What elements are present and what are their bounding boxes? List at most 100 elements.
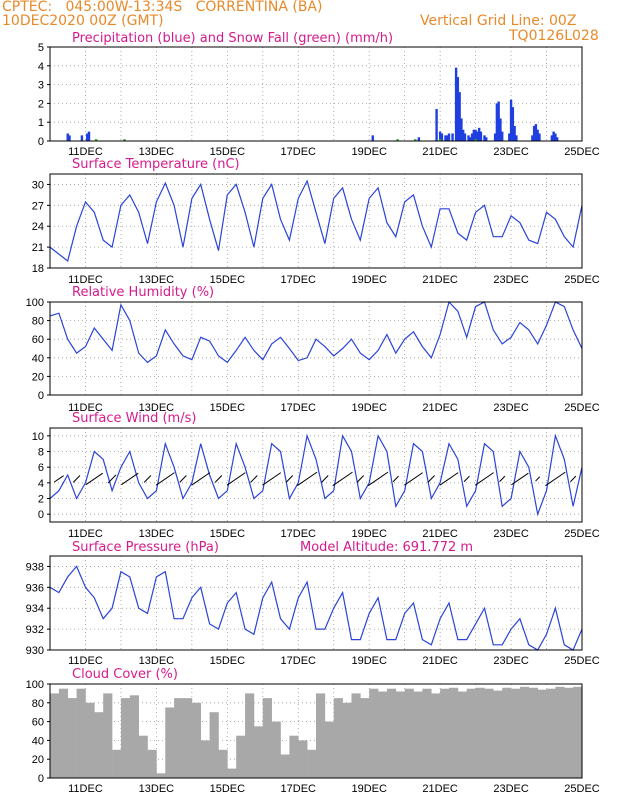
temperature-xtick-label: 17DEC (281, 274, 317, 286)
cloud-bar (431, 693, 441, 778)
cloud-bar (484, 688, 494, 778)
precip-bar (515, 135, 518, 141)
precip-bar (485, 137, 488, 141)
cloud-bar (546, 688, 556, 778)
header-grid-note: Vertical Grid Line: 00Z (420, 13, 577, 29)
wind-xtick-label: 25DEC (564, 528, 600, 540)
wind-line (49, 433, 583, 517)
cloud-bar (200, 740, 210, 778)
precip-bar (538, 133, 541, 141)
cloud-bar (502, 687, 512, 778)
temperature-title: Surface Temperature (nC) (72, 157, 240, 172)
temperature-xtick-label: 13DEC (139, 274, 175, 286)
cloud-bar (493, 690, 503, 778)
temperature-xtick-label: 25DEC (564, 274, 600, 286)
wind-arrow (439, 472, 459, 486)
header-model-id: TQ0126L028 (509, 28, 599, 44)
cloud-bar (564, 687, 574, 778)
precip-frame (49, 46, 583, 142)
humidity-ytick-label: 100 (26, 297, 44, 309)
temperature-ytick-label: 18 (32, 263, 44, 275)
wind-arrow (427, 475, 435, 483)
cloud-xtick-label: 15DEC (210, 783, 246, 795)
wind-xtick-label: 23DEC (493, 528, 529, 540)
wind-arrow (226, 472, 246, 486)
humidity-xtick-label: 23DEC (493, 402, 529, 414)
pressure-xtick-label: 13DEC (139, 655, 175, 667)
cloud-bar (457, 691, 468, 778)
precip-bar (447, 133, 451, 141)
wind-ytick-label: 10 (32, 431, 44, 443)
cloud-bar (245, 693, 255, 778)
wind-arrow (332, 471, 353, 487)
precip-bar (550, 135, 554, 141)
precip-bar (493, 133, 497, 141)
wind-arrow (85, 472, 104, 486)
cloud-bar (528, 687, 538, 778)
humidity-xtick-label: 15DEC (210, 402, 246, 414)
wind-arrow (285, 475, 294, 483)
precip-bar (469, 137, 472, 141)
cloud-bar (573, 686, 583, 778)
temperature-xtick-label: 21DEC (422, 274, 458, 286)
precip-xtick-label: 13DEC (139, 146, 175, 158)
wind-ytick-label: 4 (38, 478, 44, 490)
humidity-ytick-label: 60 (32, 334, 44, 346)
wind-arrow (72, 475, 81, 483)
precip-bar (444, 135, 447, 141)
precip-xtick-label: 15DEC (210, 146, 246, 158)
cloud-bar (404, 688, 414, 778)
cloud-bar (386, 688, 397, 778)
wind-arrow (121, 472, 139, 486)
cloud-bar (324, 721, 335, 778)
cloud-bar (537, 689, 547, 778)
cloud-xtick-label: 11DEC (68, 783, 103, 795)
wind-ytick-label: 0 (38, 509, 44, 521)
precip-ytick-label: 3 (38, 80, 44, 92)
precip-bar (555, 137, 559, 141)
precip-xtick-label: 25DEC (564, 146, 600, 158)
cloud-bar (342, 702, 352, 778)
cloud-bar (165, 707, 175, 778)
cloud-bar (262, 698, 272, 778)
precip-bar (479, 131, 483, 141)
cloud-bar (50, 693, 60, 778)
cloud-bar (67, 698, 77, 778)
pressure-xtick-label: 19DEC (351, 655, 387, 667)
pressure-xtick-label: 11DEC (68, 655, 103, 667)
cloud-xtick-label: 19DEC (351, 783, 387, 795)
precip-bar (80, 135, 84, 141)
cloud-xtick-label: 13DEC (139, 783, 175, 795)
precip-bar (501, 131, 504, 141)
pressure-xtick-label: 15DEC (210, 655, 246, 667)
cloud-bar (360, 698, 370, 778)
cloud-bar (307, 749, 317, 778)
precip-ytick-label: 1 (38, 117, 44, 129)
precip-xtick-label: 23DEC (493, 146, 529, 158)
cloud-xtick-label: 17DEC (281, 783, 317, 795)
precip-ytick-label: 0 (38, 136, 44, 148)
precip-bar (371, 135, 374, 141)
temperature-ytick-label: 24 (32, 221, 44, 233)
precip-bar (474, 139, 477, 141)
wind-arrow (535, 476, 541, 482)
precip-bar (86, 133, 89, 141)
precip-bar (495, 103, 499, 141)
wind-xtick-label: 21DEC (422, 528, 458, 540)
wind-arrow (404, 472, 423, 486)
humidity-title: Relative Humidity (%) (72, 285, 214, 300)
precip-bar (438, 131, 442, 141)
precip-bar (87, 131, 91, 141)
precip-bar (474, 129, 477, 141)
wind-arrow (262, 472, 282, 486)
precip-bar (451, 133, 454, 141)
pressure-frame (49, 555, 583, 651)
cloud-title: Cloud Cover (%) (72, 667, 178, 682)
precip-bar (440, 133, 444, 141)
precip-bar (460, 118, 463, 141)
cloud-bar (120, 698, 131, 778)
cloud-bar (112, 749, 122, 778)
cloud-bar (449, 687, 459, 778)
cloud-frame (49, 683, 583, 779)
humidity-xtick-label: 11DEC (68, 402, 103, 414)
